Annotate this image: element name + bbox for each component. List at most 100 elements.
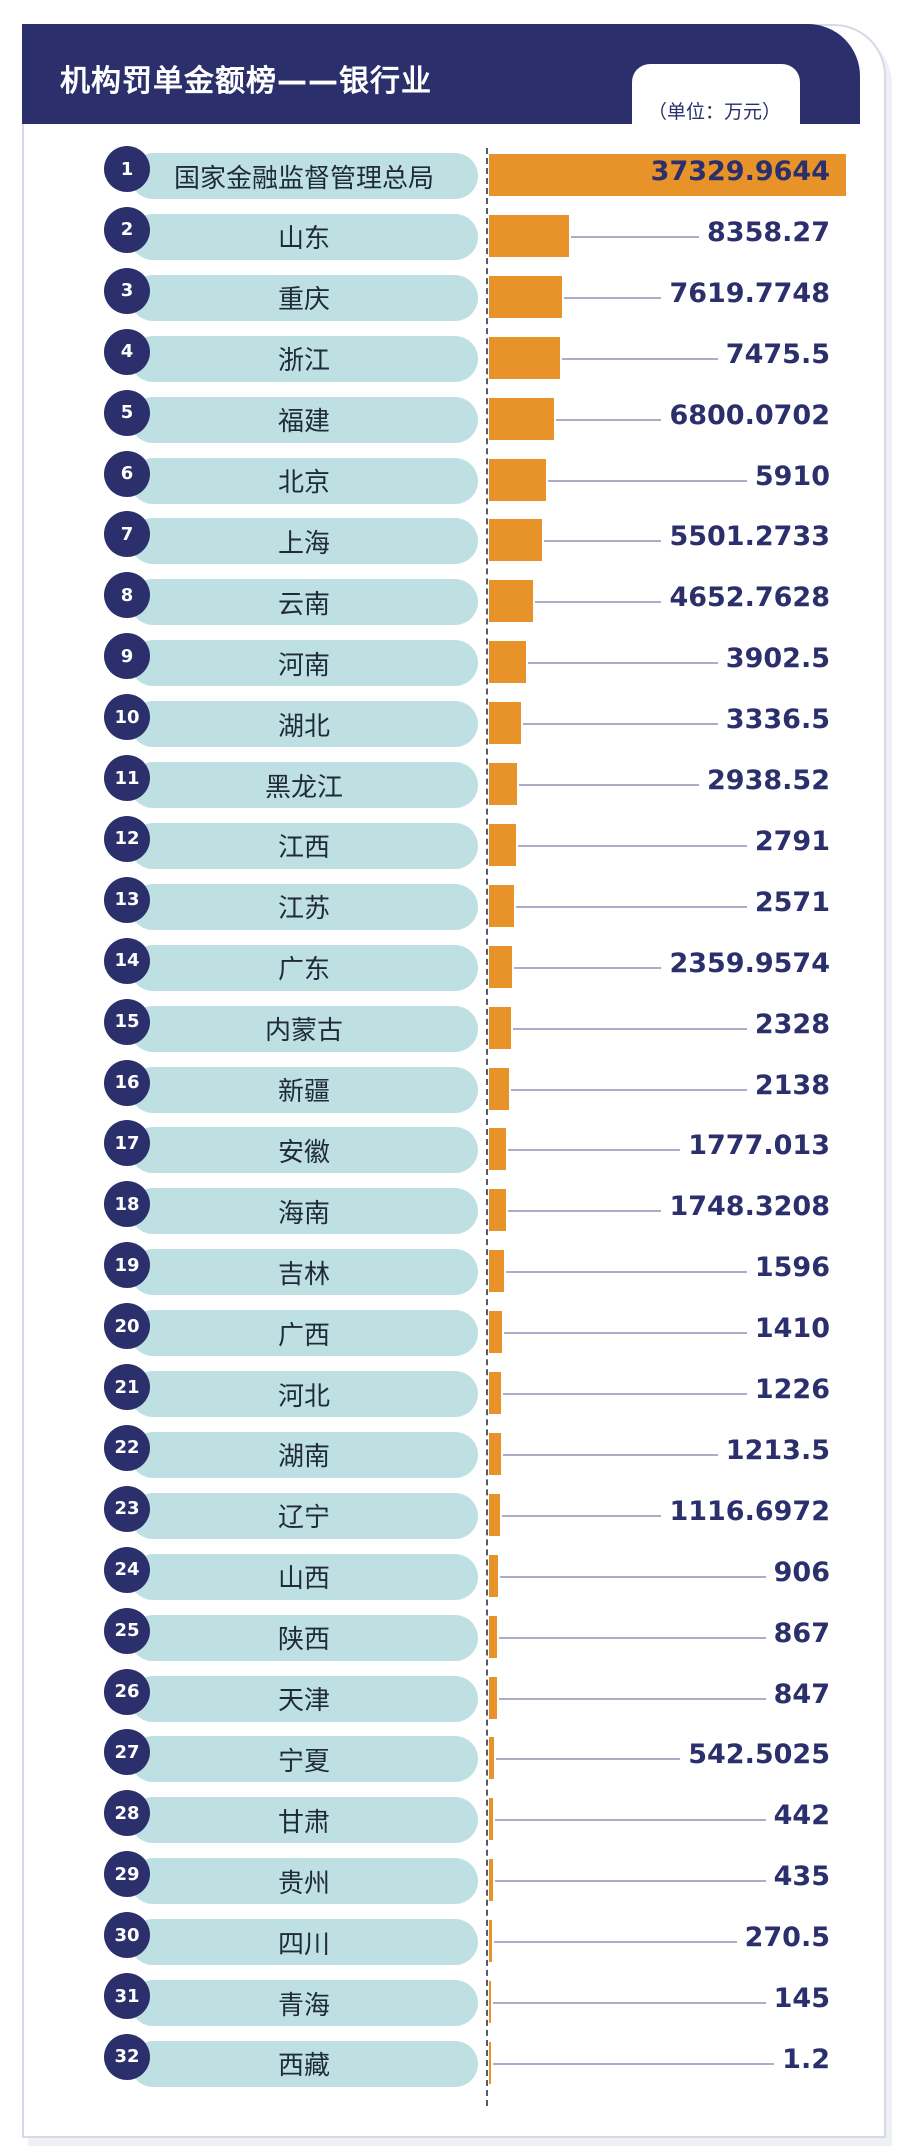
category-pill: 重庆 (130, 274, 478, 321)
rank-badge: 18 (104, 1181, 150, 1228)
value-label: 6800.0702 (669, 399, 830, 431)
chart-row: 山西 24 906 (0, 1546, 910, 1607)
rank-badge: 2 (104, 206, 150, 253)
rank-badge: 25 (104, 1607, 150, 1654)
chart-row: 吉林 19 1596 (0, 1242, 910, 1302)
category-label: 河北 (277, 1381, 330, 1412)
value-label: 1213.5 (725, 1434, 830, 1466)
value-label: 847 (773, 1678, 830, 1710)
chart-row: 重庆 3 7619.7748 (0, 267, 910, 328)
value-label: 2791 (754, 825, 830, 857)
bar (489, 1859, 494, 1902)
leader-line (506, 1271, 747, 1274)
chart-row: 河北 21 1226 (0, 1364, 910, 1424)
category-label: 四川 (277, 1929, 330, 1960)
rank-badge: 31 (104, 1973, 150, 2019)
rank-badge: 30 (104, 1912, 150, 1959)
value-label: 145 (773, 1983, 830, 2014)
value-label: 4652.7628 (669, 582, 830, 614)
chart-row: 海南 18 1748.3208 (0, 1181, 910, 1241)
chart-row: 新疆 16 2138 (0, 1059, 910, 1120)
value-label: 435 (773, 1861, 830, 1893)
chart-row: 湖南 22 1213.5 (0, 1424, 910, 1485)
value-label: 37329.9644 (650, 156, 830, 187)
bar (489, 641, 527, 684)
value-label: 442 (773, 1800, 830, 1832)
category-pill: 福建 (130, 396, 478, 443)
category-label: 国家金融监督管理总局 (173, 163, 434, 194)
leader-line (493, 2062, 775, 2065)
leader-line (563, 296, 662, 299)
leader-line (547, 479, 747, 482)
rank-badge: 11 (104, 755, 150, 801)
bar (489, 458, 546, 501)
category-pill: 天津 (130, 1675, 478, 1722)
leader-line (502, 1453, 718, 1456)
bar (489, 1067, 510, 1110)
category-pill: 云南 (130, 579, 478, 626)
rank-badge: 5 (104, 389, 150, 436)
bar (489, 214, 569, 257)
leader-line (507, 1149, 681, 1152)
leader-line (493, 2002, 766, 2004)
value-label: 3336.5 (725, 704, 830, 736)
category-pill: 国家金融监督管理总局 (130, 153, 478, 199)
bar (489, 1676, 498, 1719)
rank-badge: 17 (104, 1120, 150, 1167)
chart-row: 宁夏 27 542.5025 (0, 1729, 910, 1789)
rank-badge: 4 (104, 328, 150, 375)
category-label: 云南 (277, 589, 330, 620)
unit-label: （单位：万元） (648, 101, 782, 123)
value-label: 1777.013 (688, 1130, 830, 1162)
leader-line (535, 601, 662, 604)
rank-badge: 28 (104, 1790, 150, 1837)
bar (489, 519, 542, 562)
value-label: 8358.27 (707, 216, 830, 248)
chart-row: 河南 9 3902.5 (0, 633, 910, 693)
rank-badge: 7 (104, 511, 150, 558)
value-label: 542.5025 (688, 1739, 830, 1771)
chart-title: 机构罚单金额榜——银行业 (60, 64, 432, 99)
bar (489, 702, 521, 745)
bar (489, 1798, 494, 1841)
category-pill: 西藏 (130, 2040, 478, 2087)
rank-badge: 29 (104, 1851, 150, 1898)
axis-divider (486, 148, 488, 2106)
rank-badge: 8 (104, 572, 150, 619)
chart-row: 江西 12 2791 (0, 815, 910, 876)
leader-line (499, 1575, 766, 1578)
bar (489, 1554, 498, 1597)
category-label: 湖北 (277, 711, 330, 742)
category-label: 贵州 (277, 1868, 330, 1899)
bar (489, 1311, 503, 1354)
category-pill: 新疆 (130, 1066, 478, 1113)
leader-line (522, 723, 718, 726)
category-pill: 江西 (130, 822, 478, 869)
category-pill: 广东 (130, 944, 478, 991)
category-label: 广西 (277, 1320, 330, 1351)
category-label: 陕西 (277, 1625, 330, 1656)
chart-row: 甘肃 28 442 (0, 1790, 910, 1850)
category-pill: 贵州 (130, 1858, 478, 1905)
category-label: 甘肃 (277, 1807, 330, 1838)
category-pill: 宁夏 (130, 1736, 478, 1783)
rank-badge: 15 (104, 998, 150, 1045)
chart-row: 北京 6 5910 (0, 450, 910, 511)
leader-line (528, 662, 718, 665)
value-label: 1226 (754, 1374, 830, 1405)
category-pill: 广西 (130, 1310, 478, 1357)
leader-line (511, 1088, 747, 1091)
bar (489, 336, 561, 379)
chart-row: 国家金融监督管理总局 1 37329.9644 (0, 146, 910, 206)
category-label: 内蒙古 (264, 1016, 343, 1047)
category-label: 青海 (277, 1990, 330, 2021)
rank-badge: 3 (104, 267, 150, 314)
leader-line (517, 844, 747, 847)
bar (489, 1737, 495, 1780)
value-label: 2328 (754, 1008, 830, 1040)
leader-line (499, 1636, 766, 1639)
category-label: 吉林 (277, 1259, 330, 1290)
value-label: 1596 (754, 1252, 830, 1284)
title-banner: 机构罚单金额榜——银行业 （单位：万元） (22, 24, 860, 124)
